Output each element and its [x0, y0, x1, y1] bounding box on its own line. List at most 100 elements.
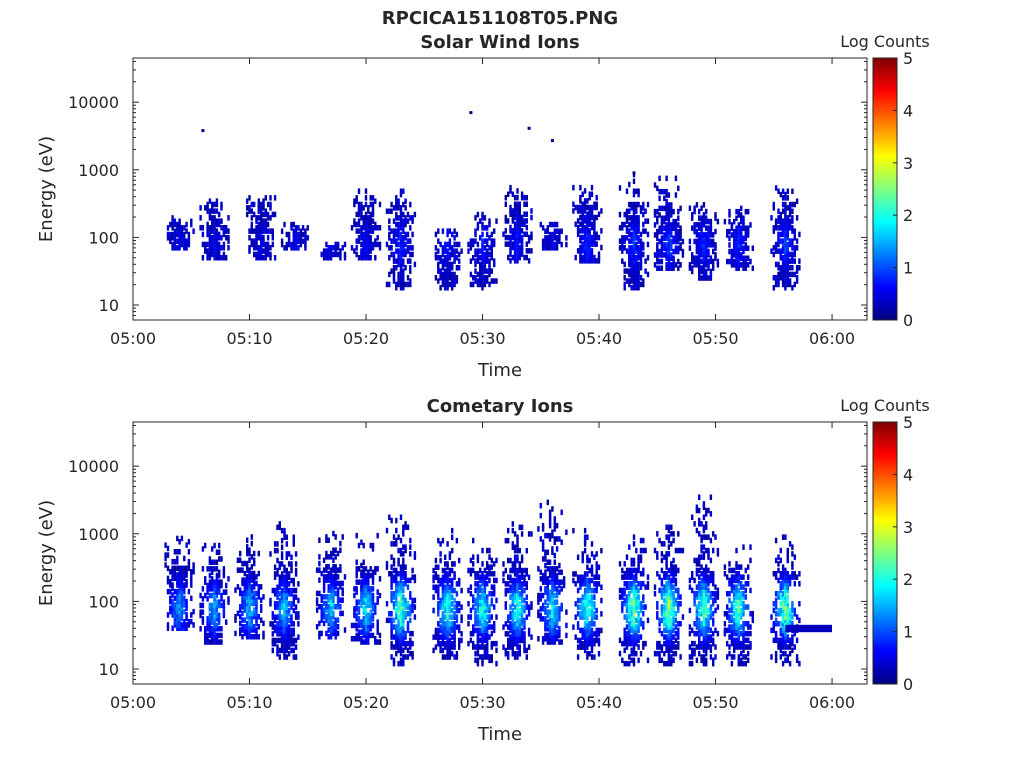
heatmap-cell [576, 644, 580, 650]
heatmap-cell [586, 587, 589, 594]
heatmap-cell [795, 198, 799, 204]
heatmap-cell [691, 215, 694, 221]
heatmap-cell [635, 268, 638, 274]
heatmap-cell [630, 604, 633, 610]
heatmap-cell [695, 238, 699, 245]
heatmap-cell [586, 641, 589, 647]
heatmap-cell [283, 621, 286, 627]
heatmap-cell [548, 599, 552, 605]
heatmap-cell [325, 567, 328, 573]
heatmap-cell [374, 609, 377, 615]
heatmap-cell [399, 211, 403, 218]
heatmap-cell [397, 261, 400, 268]
heatmap-cell [357, 188, 361, 194]
heatmap-cell [225, 228, 228, 234]
heatmap-cell [576, 577, 580, 584]
heatmap-cell [327, 255, 330, 261]
heatmap-cell [441, 617, 445, 624]
heatmap-cell [374, 221, 377, 228]
heatmap-cell [551, 619, 554, 625]
heatmap-cell [672, 640, 675, 647]
heatmap-cell [707, 235, 710, 241]
heatmap-cell [327, 617, 330, 623]
heatmap-cell [334, 617, 337, 623]
heatmap-cell [364, 576, 368, 582]
heatmap-cell [409, 268, 412, 274]
heatmap-cell [444, 567, 447, 574]
heatmap-cell [630, 601, 633, 607]
heatmap-cell [287, 611, 291, 617]
heatmap-cell [660, 225, 664, 231]
heatmap-cell [318, 630, 321, 637]
heatmap-cell [667, 601, 671, 607]
heatmap-cell [206, 582, 209, 589]
heatmap-cell [474, 228, 477, 234]
heatmap-cell [486, 654, 489, 660]
heatmap-cell [667, 534, 671, 540]
heatmap-cell [623, 285, 626, 291]
heatmap-cell [474, 644, 477, 650]
heatmap-cell [674, 587, 678, 594]
heatmap-cell [243, 587, 246, 593]
heatmap-cell [178, 608, 181, 615]
heatmap-cell [511, 617, 514, 624]
heatmap-cell [166, 588, 170, 595]
heatmap-cell [698, 272, 701, 278]
heatmap-cell [287, 231, 291, 238]
heatmap-cell [646, 218, 650, 224]
heatmap-cell [180, 228, 184, 234]
heatmap-cell [688, 654, 692, 660]
heatmap-cell [360, 539, 363, 545]
heatmap-cell [173, 238, 177, 244]
heatmap-cell [211, 205, 214, 211]
heatmap-cell [595, 258, 598, 264]
heatmap-cell [355, 599, 358, 605]
heatmap-cell [677, 567, 680, 574]
heatmap-cell [781, 258, 785, 264]
heatmap-cell [520, 248, 524, 254]
heatmap-cell [453, 587, 456, 594]
heatmap-cell [173, 228, 177, 234]
heatmap-cell [637, 191, 640, 198]
heatmap-cell [472, 630, 475, 637]
heatmap-cell [322, 248, 326, 254]
heatmap-cell [332, 624, 335, 630]
heatmap-cell [285, 245, 288, 251]
heatmap-cell [502, 571, 505, 577]
heatmap-cell [490, 268, 493, 274]
heatmap-cell [576, 624, 580, 630]
heatmap-cell [250, 540, 253, 547]
heatmap-cell [677, 644, 680, 650]
heatmap-cell [784, 235, 787, 241]
heatmap-cell [432, 607, 435, 614]
heatmap-cell [360, 586, 363, 592]
heatmap-cell [411, 251, 414, 258]
heatmap-cell [444, 577, 447, 584]
heatmap-cell [397, 587, 400, 594]
heatmap-cell [628, 268, 631, 274]
heatmap-cell [593, 254, 596, 261]
heatmap-cell [646, 271, 650, 278]
heatmap-cell [201, 255, 205, 261]
heatmap-cell [479, 607, 482, 614]
heatmap-cell [777, 235, 780, 241]
heatmap-cell [507, 641, 510, 647]
heatmap-cell [204, 241, 207, 248]
heatmap-cell [390, 581, 393, 587]
heatmap-cell [320, 610, 323, 617]
heatmap-cell [653, 650, 657, 657]
heatmap-cell [788, 271, 792, 278]
heatmap-cell [630, 607, 633, 614]
heatmap-cell [486, 571, 489, 577]
heatmap-cell [213, 218, 216, 224]
heatmap-cell [362, 592, 365, 599]
heatmap-cell [385, 561, 389, 567]
heatmap-cell [525, 248, 528, 254]
heatmap-cell [458, 644, 461, 650]
heatmap-cell [625, 218, 629, 224]
heatmap-cell [670, 262, 673, 268]
heatmap-cell [791, 251, 794, 258]
heatmap-cell [402, 621, 405, 627]
heatmap-cell [483, 654, 487, 660]
heatmap-cell [180, 608, 184, 615]
